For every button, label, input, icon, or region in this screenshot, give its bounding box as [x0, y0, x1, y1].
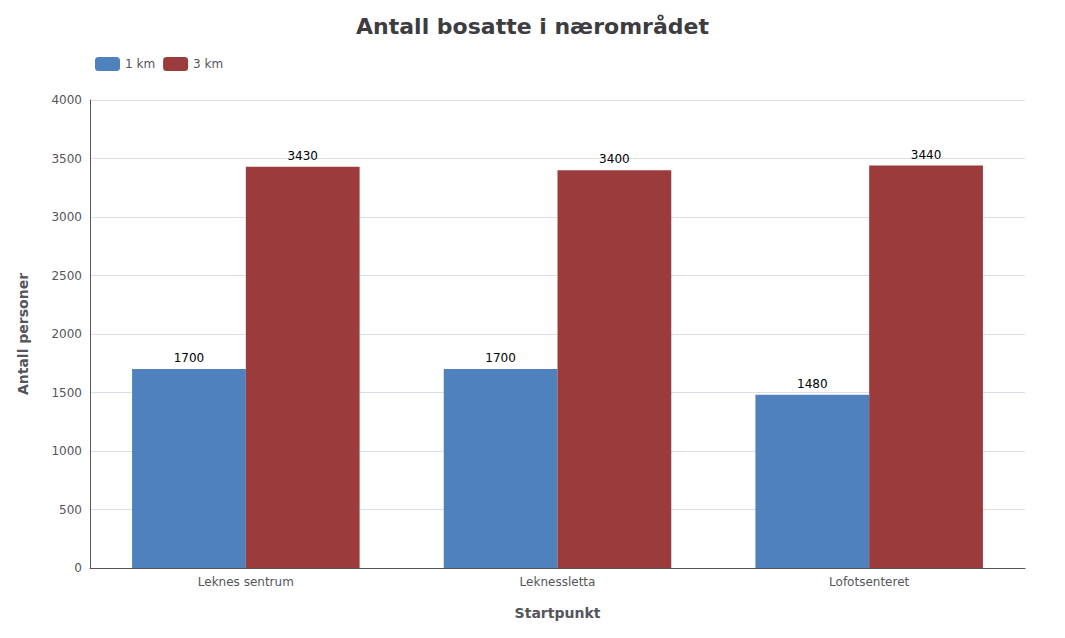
svg-text:0: 0 [74, 561, 82, 575]
svg-text:3000: 3000 [51, 210, 82, 224]
svg-text:2000: 2000 [51, 327, 82, 341]
svg-text:Antall personer: Antall personer [15, 273, 31, 395]
svg-text:3430: 3430 [287, 149, 318, 163]
svg-text:1700: 1700 [174, 351, 205, 365]
svg-text:3440: 3440 [911, 148, 942, 162]
svg-text:1 km: 1 km [125, 57, 155, 71]
svg-text:4000: 4000 [51, 93, 82, 107]
svg-text:3 km: 3 km [193, 57, 223, 71]
svg-text:1500: 1500 [51, 386, 82, 400]
svg-text:1000: 1000 [51, 444, 82, 458]
svg-text:3400: 3400 [599, 152, 630, 166]
svg-text:Leknes sentrum: Leknes sentrum [198, 575, 294, 589]
svg-text:Lofotsenteret: Lofotsenteret [829, 575, 909, 589]
svg-text:500: 500 [59, 503, 82, 517]
svg-text:1700: 1700 [485, 351, 516, 365]
svg-text:Startpunkt: Startpunkt [515, 605, 601, 621]
svg-text:Leknessletta: Leknessletta [520, 575, 596, 589]
svg-text:Antall bosatte i nærområdet: Antall bosatte i nærområdet [356, 14, 709, 39]
svg-text:2500: 2500 [51, 269, 82, 283]
svg-text:1480: 1480 [797, 377, 828, 391]
svg-text:3500: 3500 [51, 152, 82, 166]
